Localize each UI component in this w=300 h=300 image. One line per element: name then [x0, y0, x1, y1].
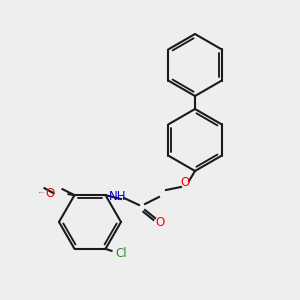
Text: NH: NH [109, 190, 127, 202]
Text: O: O [180, 176, 190, 190]
Text: methoxy: methoxy [38, 192, 45, 193]
Text: O: O [155, 215, 165, 229]
Text: Cl: Cl [116, 247, 127, 260]
Text: O: O [45, 187, 55, 200]
